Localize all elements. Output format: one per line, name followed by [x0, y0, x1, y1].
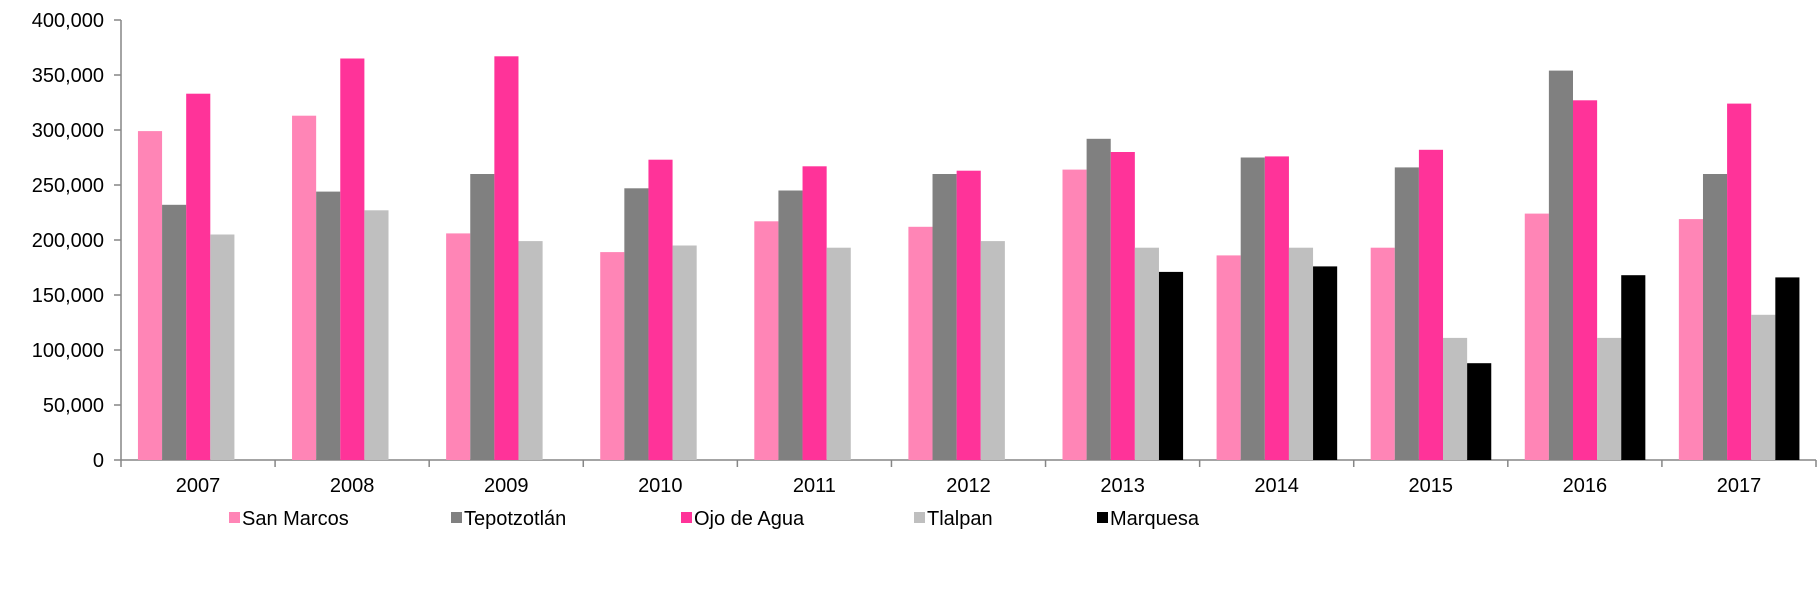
bar-tlalpan-2007 — [210, 234, 235, 460]
bar-ojo-de-agua-2016 — [1573, 100, 1598, 461]
bar-tepotzotl-n-2015 — [1394, 167, 1419, 460]
bar-san-marcos-2012 — [908, 226, 933, 460]
bar-tlalpan-2014 — [1288, 247, 1314, 460]
bar-marquesa-2014 — [1313, 266, 1338, 460]
y-tick-label: 0 — [93, 450, 104, 472]
bar-tlalpan-2009 — [518, 241, 543, 460]
bar-tepotzotl-n-2014 — [1240, 157, 1265, 460]
y-tick-label: 300,000 — [32, 120, 104, 142]
legend-label: Marquesa — [1110, 508, 1200, 530]
bar-tepotzotl-n-2007 — [162, 204, 187, 460]
y-tick-label: 350,000 — [32, 65, 104, 87]
x-tick-label: 2011 — [793, 475, 836, 497]
bar-san-marcos-2010 — [600, 252, 625, 460]
bar-tepotzotl-n-2011 — [778, 190, 803, 460]
bar-ojo-de-agua-2015 — [1418, 149, 1444, 461]
bar-tlalpan-2011 — [826, 247, 851, 460]
bar-marquesa-2015 — [1467, 363, 1492, 460]
bar-tlalpan-2013 — [1134, 247, 1159, 460]
legend-swatch — [681, 512, 692, 523]
bar-tlalpan-2010 — [672, 245, 697, 460]
bar-tepotzotl-n-2010 — [624, 188, 649, 461]
bar-ojo-de-agua-2017 — [1727, 103, 1752, 460]
x-tick-label: 2013 — [1100, 475, 1145, 497]
x-tick-label: 2016 — [1563, 475, 1608, 497]
legend-swatch — [451, 512, 462, 523]
x-tick-label: 2009 — [484, 475, 529, 497]
x-tick-label: 2007 — [176, 475, 221, 497]
y-tick-label: 400,000 — [32, 10, 104, 32]
x-tick-label: 2014 — [1254, 475, 1299, 497]
bar-ojo-de-agua-2014 — [1264, 156, 1289, 460]
bar-tlalpan-2016 — [1597, 337, 1622, 460]
legend-label: Tlalpan — [927, 508, 993, 530]
x-tick-label: 2015 — [1409, 475, 1454, 497]
bar-san-marcos-2008 — [292, 115, 317, 460]
bar-san-marcos-2013 — [1062, 169, 1087, 460]
y-tick-label: 50,000 — [43, 395, 104, 417]
bar-ojo-de-agua-2008 — [340, 58, 365, 460]
bar-tlalpan-2015 — [1443, 337, 1468, 460]
x-tick-label: 2017 — [1717, 475, 1762, 497]
bar-tlalpan-2008 — [364, 210, 389, 460]
bar-marquesa-2016 — [1621, 275, 1646, 460]
bar-tepotzotl-n-2013 — [1086, 138, 1111, 461]
y-axis: 0 50,000 100,000 150,000 200,000 250,000 300,0… — [32, 10, 122, 472]
bar-ojo-de-agua-2013 — [1110, 152, 1135, 460]
legend-label: San Marcos — [242, 508, 349, 530]
legend-swatch — [1097, 512, 1108, 523]
bar-ojo-de-agua-2011 — [802, 166, 827, 461]
y-tick-label: 250,000 — [32, 175, 104, 197]
x-tick-label: 2012 — [946, 475, 991, 497]
bar-tepotzotl-n-2008 — [316, 191, 341, 460]
bar-tepotzotl-n-2009 — [470, 174, 495, 460]
bar-san-marcos-2007 — [137, 131, 163, 460]
legend-label: Tepotzotlán — [464, 508, 566, 530]
bar-tlalpan-2017 — [1751, 314, 1776, 460]
y-tick-label: 100,000 — [32, 340, 104, 362]
bar-ojo-de-agua-2010 — [648, 159, 673, 460]
bar-marquesa-2013 — [1158, 271, 1184, 460]
bar-san-marcos-2015 — [1370, 247, 1395, 460]
y-tick-label: 150,000 — [32, 285, 104, 307]
legend-swatch — [229, 512, 240, 523]
x-tick-label: 2010 — [638, 475, 683, 497]
y-tick-label: 200,000 — [32, 230, 104, 252]
bar-san-marcos-2014 — [1216, 255, 1241, 460]
bar-ojo-de-agua-2009 — [494, 56, 519, 461]
x-axis: 2007 2008 2009 2010 2011 2012 2013 2014 2015 2016… — [120, 459, 1817, 497]
bar-tepotzotl-n-2012 — [932, 174, 957, 460]
bar-tepotzotl-n-2016 — [1548, 70, 1573, 460]
bar-ojo-de-agua-2012 — [956, 170, 981, 460]
bar-san-marcos-2016 — [1524, 213, 1549, 460]
legend-label: Ojo de Agua — [694, 508, 805, 530]
legend: San Marcos Tepotzotlán Ojo de Agua Tlalpan M… — [229, 508, 1200, 530]
bar-ojo-de-agua-2007 — [186, 93, 211, 460]
bar-tepotzotl-n-2017 — [1702, 174, 1728, 460]
legend-swatch — [914, 512, 925, 523]
bar-san-marcos-2017 — [1678, 219, 1703, 460]
bar-tlalpan-2012 — [980, 241, 1005, 460]
bar-marquesa-2017 — [1775, 277, 1800, 460]
x-tick-label: 2008 — [330, 475, 375, 497]
bar-san-marcos-2011 — [754, 221, 779, 460]
bars — [137, 56, 1800, 461]
bar-san-marcos-2009 — [446, 233, 471, 460]
